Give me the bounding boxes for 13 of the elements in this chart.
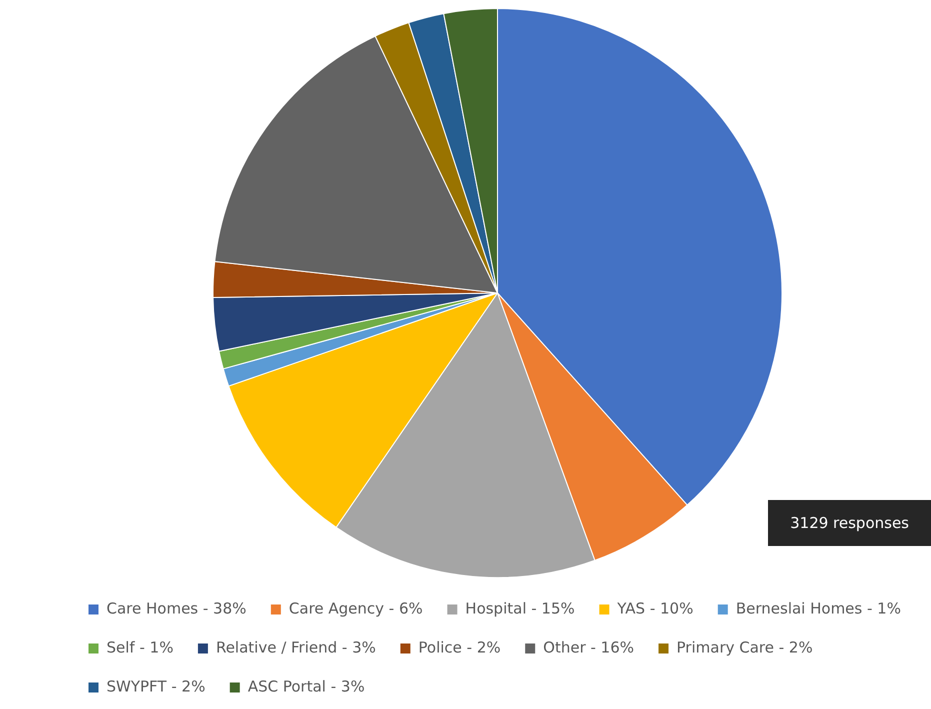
legend-label: Hospital - 15%	[465, 599, 575, 618]
legend-label: ASC Portal - 3%	[248, 677, 365, 696]
legend-label: Police - 2%	[418, 638, 501, 656]
text: 3129 responses	[768, 500, 931, 546]
legend-label: Self - 1%	[106, 638, 174, 656]
legend-label: YAS - 10%	[616, 599, 694, 618]
legend-label: Care Homes - 38%	[106, 599, 246, 618]
legend-label: Care Agency - 6%	[288, 599, 423, 618]
legend-label: Other - 16%	[543, 638, 634, 656]
legend-label: Primary Care - 2%	[676, 638, 813, 656]
legend-label: SWYPFT - 2%	[106, 677, 206, 696]
legend-label: Berneslai Homes - 1%	[736, 599, 901, 618]
legend-label: Relative / Friend - 3%	[216, 638, 376, 656]
